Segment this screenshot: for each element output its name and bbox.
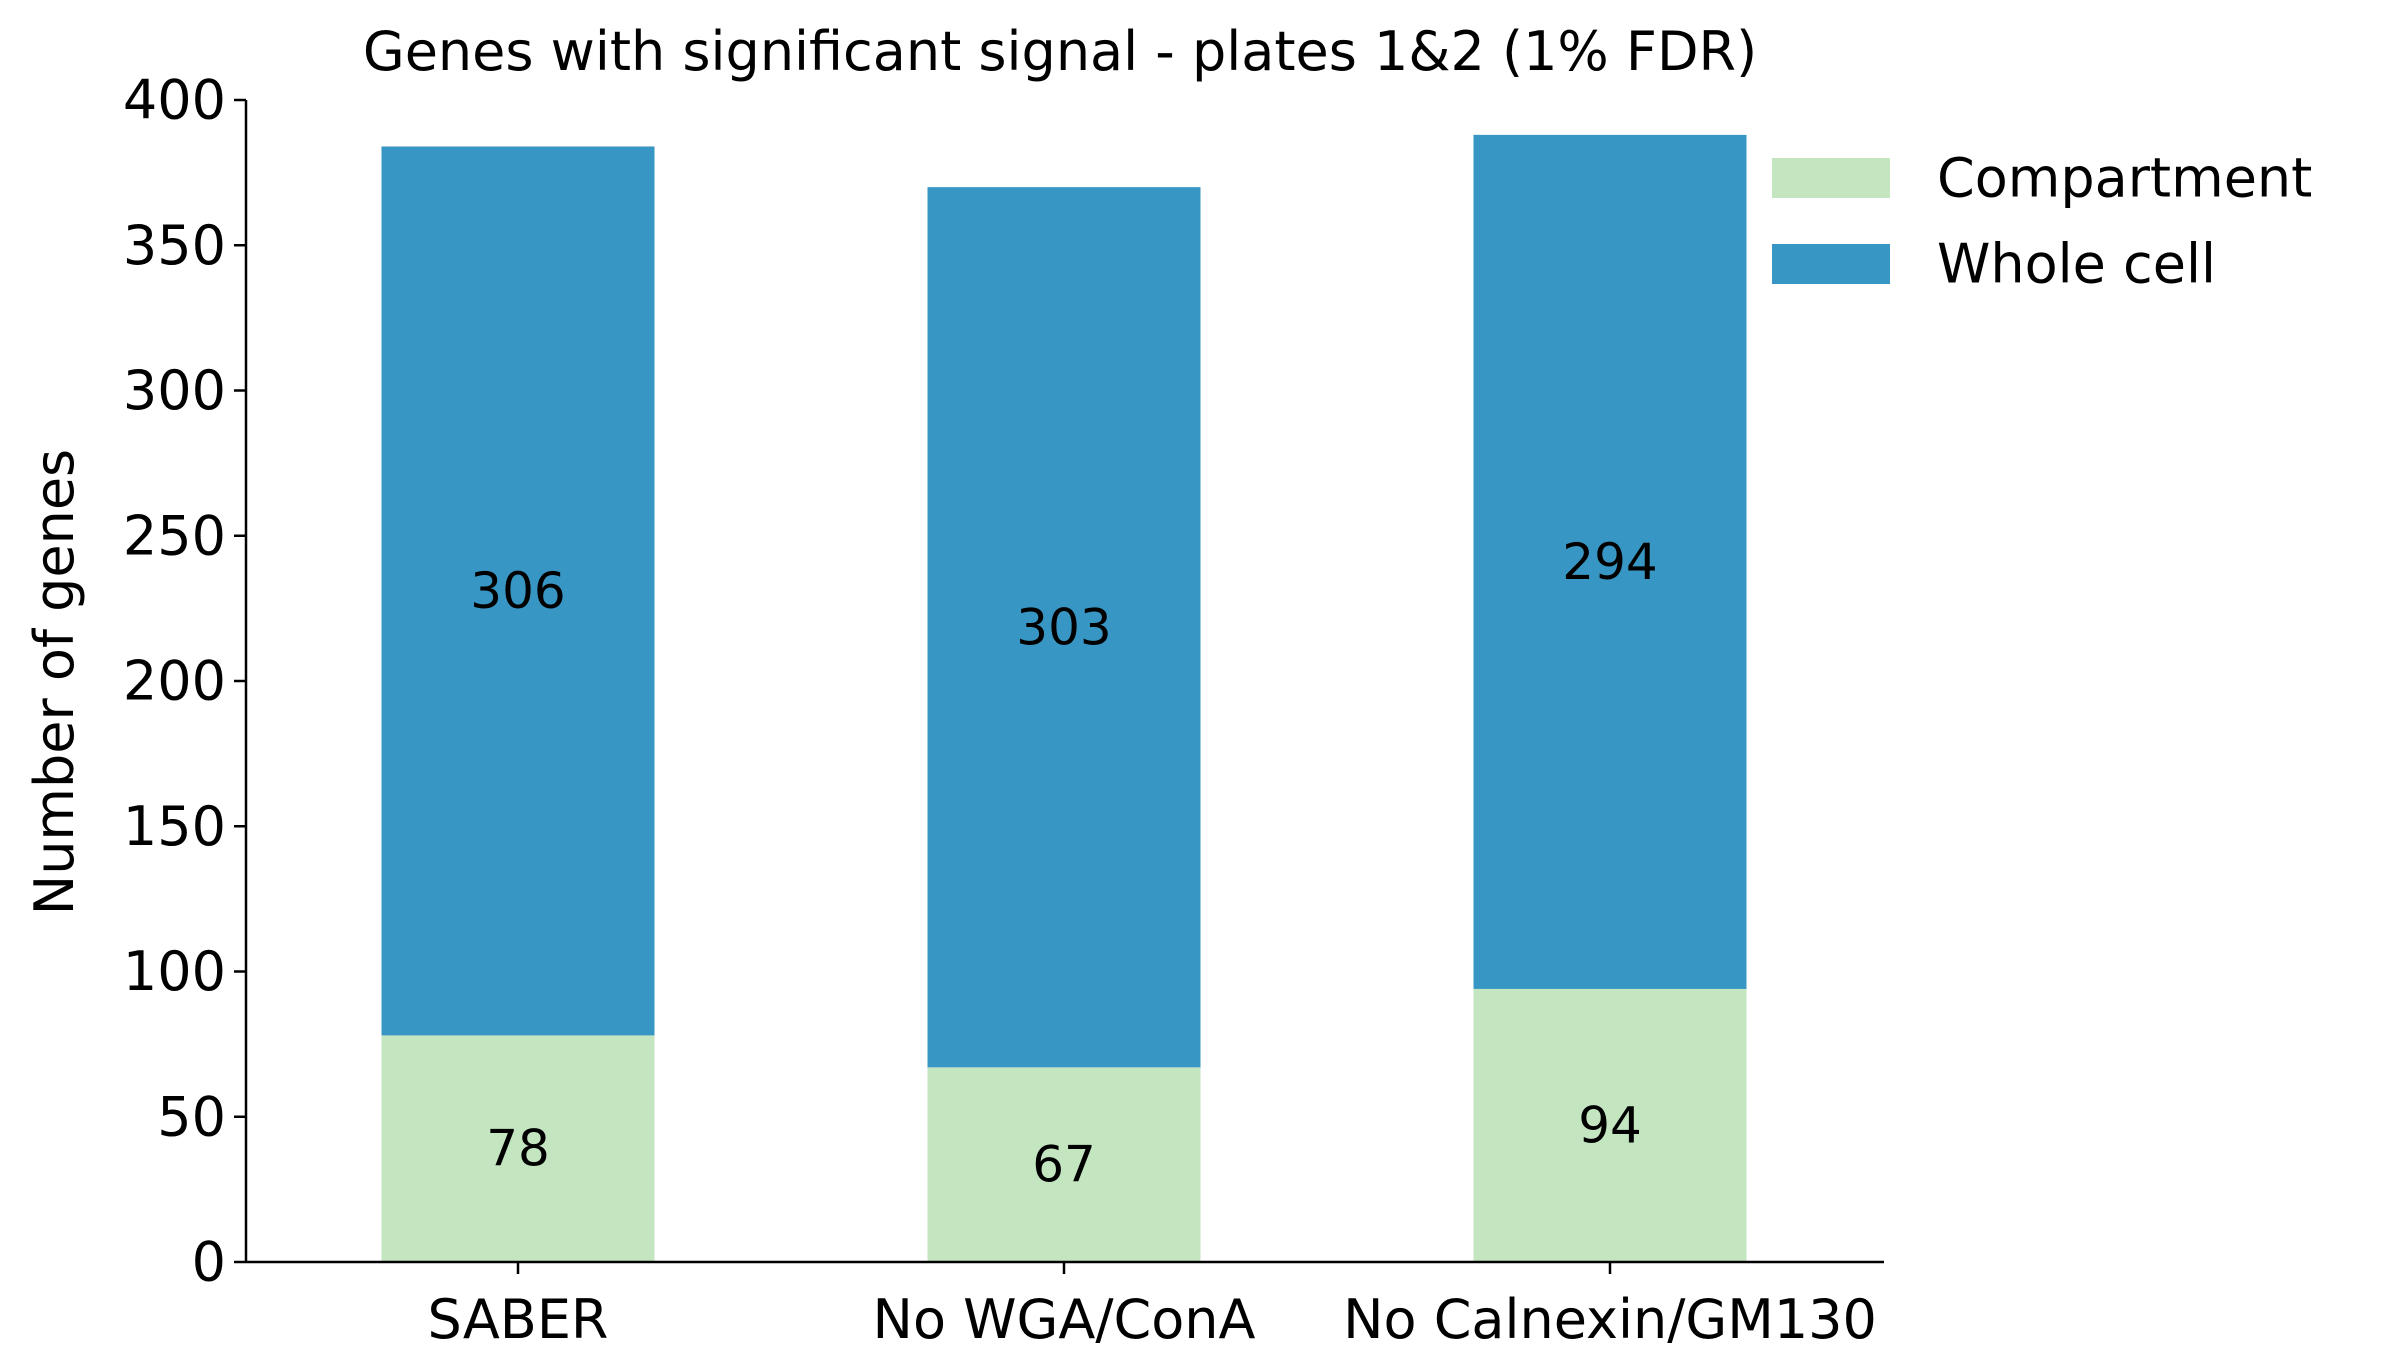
bar-compartment-2 <box>1473 988 1747 1262</box>
bar-whole-cell-2 <box>1473 134 1747 989</box>
y-tick-label: 150 <box>123 795 226 858</box>
bar-whole-cell-1 <box>927 187 1201 1068</box>
y-tick-label: 0 <box>192 1231 226 1294</box>
y-tick-label: 200 <box>123 650 226 713</box>
y-axis-label: Number of genes <box>23 449 86 915</box>
legend-label: Whole cell <box>1937 233 2216 296</box>
legend-swatch-whole-cell <box>1772 244 1890 284</box>
x-axis: SABER No WGA/ConA No Calnexin/GM130 <box>246 1260 1884 1351</box>
bar-whole-cell-0 <box>381 146 655 1036</box>
bars-layer <box>381 134 1747 1262</box>
chart-title: Genes with significant signal - plates 1… <box>363 20 1757 83</box>
bar-compartment-1 <box>927 1067 1201 1262</box>
y-tick-label: 400 <box>123 69 226 132</box>
bar-compartment-0 <box>381 1035 655 1262</box>
y-tick-label: 100 <box>123 940 226 1003</box>
bar-value-label: 306 <box>470 562 565 620</box>
bar-value-label: 94 <box>1578 1096 1642 1154</box>
y-tick-label: 300 <box>123 359 226 422</box>
x-tick-label: No Calnexin/GM130 <box>1343 1288 1877 1351</box>
x-tick-label: SABER <box>428 1288 609 1351</box>
bar-value-label: 67 <box>1032 1136 1096 1194</box>
y-axis: 0 50 100 150 200 250 300 350 400 <box>123 69 248 1294</box>
y-tick-label: 50 <box>157 1085 226 1148</box>
y-tick-label: 250 <box>123 504 226 567</box>
bar-value-label: 303 <box>1016 598 1111 656</box>
legend-label: Compartment <box>1937 147 2312 210</box>
bar-labels-layer: 78 306 67 303 94 294 <box>470 533 1657 1194</box>
legend: Compartment Whole cell <box>1772 147 2312 296</box>
x-tick-label: No WGA/ConA <box>873 1288 1256 1351</box>
y-tick-label: 350 <box>123 214 226 277</box>
bar-value-label: 294 <box>1562 533 1657 591</box>
bar-value-label: 78 <box>486 1120 550 1178</box>
legend-swatch-compartment <box>1772 158 1890 198</box>
